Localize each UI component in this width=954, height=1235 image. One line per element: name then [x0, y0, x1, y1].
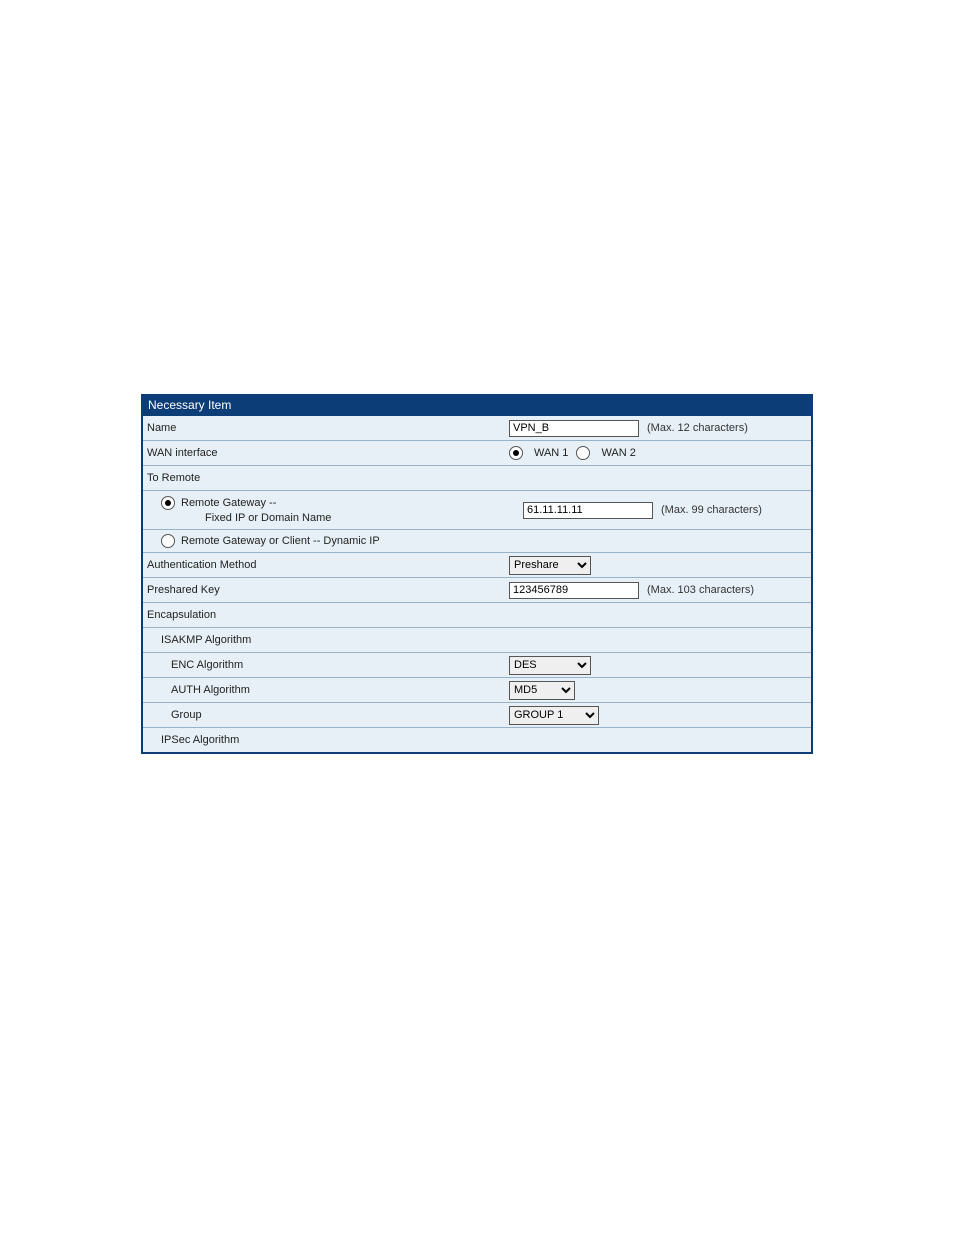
- row-name: Name (Max. 12 characters): [143, 416, 811, 441]
- wan1-radio[interactable]: [509, 446, 523, 460]
- row-encapsulation: Encapsulation: [143, 603, 811, 628]
- remote-fixed-label2: Fixed IP or Domain Name: [161, 511, 523, 525]
- auth-select[interactable]: MD5: [509, 681, 575, 700]
- group-label: Group: [171, 709, 202, 721]
- row-isakmp: ISAKMP Algorithm: [143, 628, 811, 653]
- group-select[interactable]: GROUP 1: [509, 706, 599, 725]
- panel-header: Necessary Item: [143, 394, 811, 416]
- row-auth-method: Authentication Method Preshare: [143, 553, 811, 578]
- name-hint: (Max. 12 characters): [647, 422, 748, 434]
- row-enc: ENC Algorithm DES: [143, 653, 811, 678]
- row-auth: AUTH Algorithm MD5: [143, 678, 811, 703]
- wan2-radio[interactable]: [576, 446, 590, 460]
- row-group: Group GROUP 1: [143, 703, 811, 728]
- preshared-label: Preshared Key: [147, 584, 220, 596]
- row-remote-fixed: Remote Gateway -- Fixed IP or Domain Nam…: [143, 491, 811, 530]
- remote-fixed-radio[interactable]: [161, 496, 175, 510]
- enc-select[interactable]: DES: [509, 656, 591, 675]
- isakmp-label: ISAKMP Algorithm: [161, 634, 251, 646]
- remote-fixed-input[interactable]: [523, 502, 653, 519]
- auth-method-select[interactable]: Preshare: [509, 556, 591, 575]
- preshared-hint: (Max. 103 characters): [647, 584, 754, 596]
- remote-fixed-hint: (Max. 99 characters): [661, 504, 762, 516]
- auth-label: AUTH Algorithm: [171, 684, 250, 696]
- ipsec-label: IPSec Algorithm: [161, 734, 239, 746]
- remote-fixed-label1: Remote Gateway --: [181, 495, 276, 511]
- auth-method-label: Authentication Method: [147, 559, 256, 571]
- wan-label: WAN interface: [147, 447, 218, 459]
- row-ipsec: IPSec Algorithm: [143, 728, 811, 754]
- name-input[interactable]: [509, 420, 639, 437]
- remote-dynamic-radio[interactable]: [161, 534, 175, 548]
- wan1-label: WAN 1: [534, 447, 568, 459]
- row-wan: WAN interface WAN 1 WAN 2: [143, 441, 811, 466]
- to-remote-label: To Remote: [147, 472, 200, 484]
- panel-title: Necessary Item: [148, 398, 231, 412]
- row-remote-dynamic: Remote Gateway or Client -- Dynamic IP: [143, 530, 811, 553]
- row-preshared: Preshared Key (Max. 103 characters): [143, 578, 811, 603]
- name-label: Name: [147, 422, 176, 434]
- remote-dynamic-label: Remote Gateway or Client -- Dynamic IP: [181, 530, 380, 552]
- necessary-item-panel: Necessary Item Name (Max. 12 characters)…: [141, 394, 813, 754]
- preshared-input[interactable]: [509, 582, 639, 599]
- row-to-remote: To Remote: [143, 466, 811, 491]
- wan2-label: WAN 2: [601, 447, 635, 459]
- encapsulation-label: Encapsulation: [147, 609, 216, 621]
- enc-label: ENC Algorithm: [171, 659, 243, 671]
